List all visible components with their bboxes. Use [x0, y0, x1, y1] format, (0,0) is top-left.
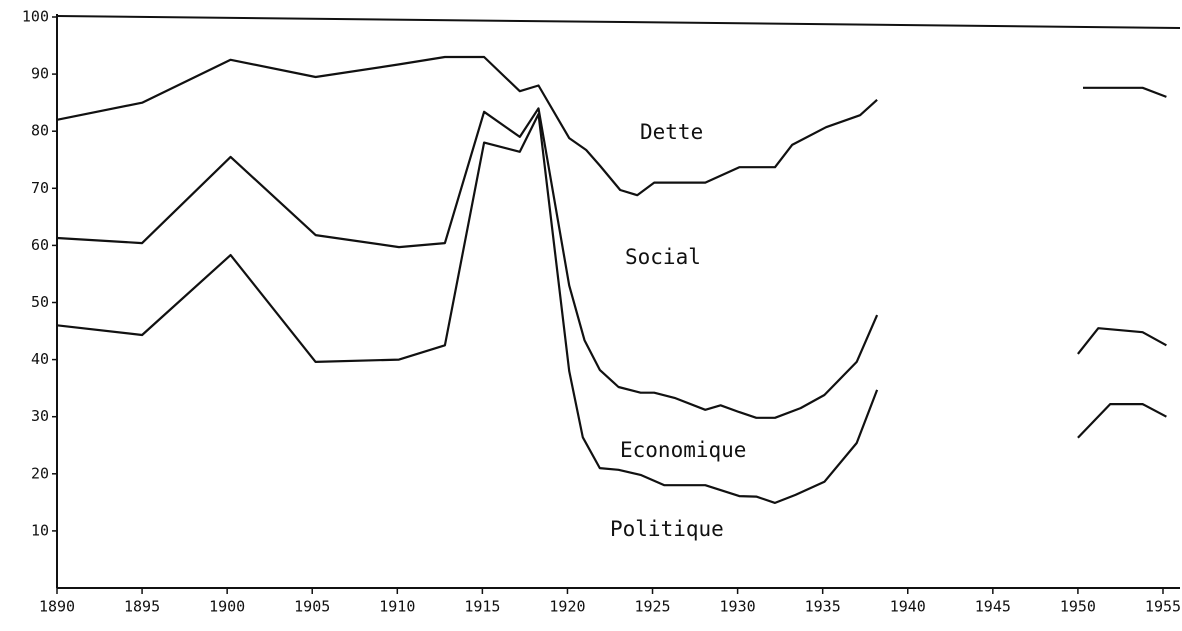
y-tick-label: 80 [31, 122, 49, 140]
y-tick-label: 10 [31, 521, 49, 539]
x-tick-label: 1890 [39, 598, 75, 616]
x-tick-label: 1945 [975, 598, 1011, 616]
line [56, 107, 1167, 419]
x-tick-label: 1930 [720, 598, 756, 616]
x-tick-label: 1910 [379, 598, 415, 616]
region-label: Dette [640, 120, 703, 144]
x-tick-label: 1920 [549, 598, 585, 616]
x-tick-label: 1935 [805, 598, 841, 616]
x-tick-label: 1895 [124, 598, 160, 616]
x-tick-label: 1950 [1060, 598, 1096, 616]
y-tick-label: 90 [31, 65, 49, 83]
y-tick-label: 100 [22, 8, 49, 26]
line [56, 113, 1167, 504]
line [56, 55, 1167, 197]
y-tick-label: 60 [31, 236, 49, 254]
region-label: Politique [610, 517, 724, 541]
y-tick-label: 30 [31, 407, 49, 425]
top-border [56, 15, 1181, 29]
x-tick-label: 1940 [890, 598, 926, 616]
region-label: Economique [620, 438, 746, 462]
x-tick-label: 1915 [464, 598, 500, 616]
y-tick-label: 50 [31, 293, 49, 311]
y-tick-label: 70 [31, 179, 49, 197]
x-tick-label: 1900 [209, 598, 245, 616]
y-tick-label: 20 [31, 464, 49, 482]
y-tick-label: 40 [31, 350, 49, 368]
x-tick-label: 1925 [634, 598, 670, 616]
x-tick-label: 1905 [294, 598, 330, 616]
x-tick-label: 1955 [1145, 598, 1181, 616]
region-label: Social [625, 245, 701, 269]
